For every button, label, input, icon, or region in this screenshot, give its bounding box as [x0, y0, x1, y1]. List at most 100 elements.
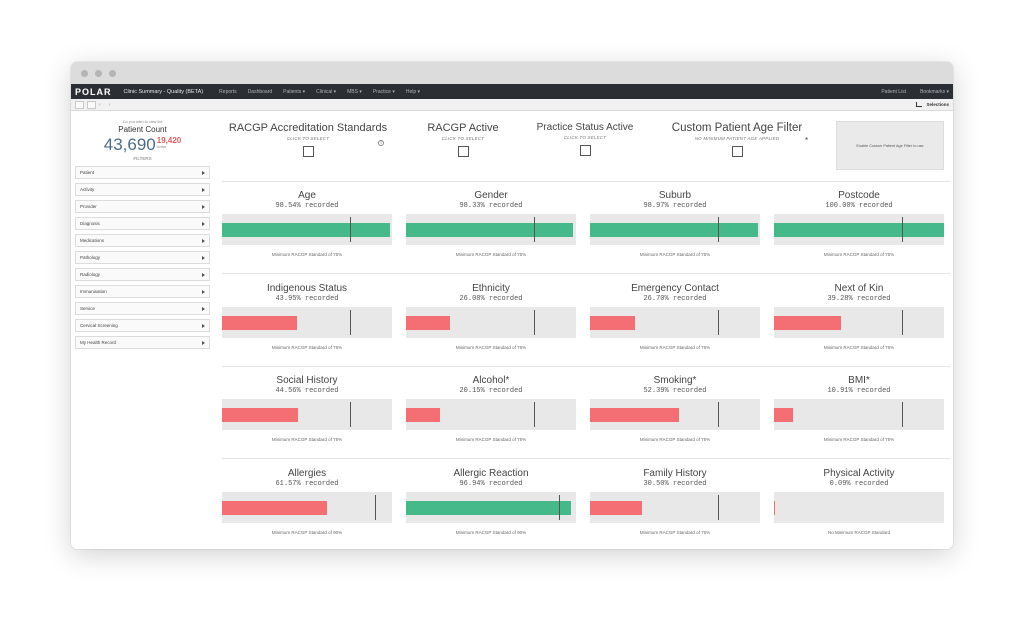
chevron-right-icon: [202, 255, 205, 260]
filter-item-my-health-record[interactable]: My Health Record: [75, 336, 210, 349]
filter-racgp-accreditation: RACGP Accreditation Standards CLICK TO S…: [222, 122, 394, 157]
filter-item-cervical-screening[interactable]: Cervical Screening: [75, 319, 210, 332]
filter-item-label: Pathology: [80, 255, 101, 260]
standard-marker: [717, 495, 719, 520]
nav-help[interactable]: Help ▾: [405, 88, 421, 95]
metric-suburb[interactable]: Suburb 98.97% recorded Minimum RACGP Stand…: [590, 190, 760, 257]
metric-standard-label: Minimum RACGP Standard of 75%: [823, 252, 895, 257]
selection-toolbar: ‹ › Selections: [71, 99, 953, 111]
filter-list: Patient Activity Provider Diagnosis Medicati…: [75, 166, 210, 349]
clear-selections-icon[interactable]: [87, 100, 96, 109]
standard-marker: [901, 402, 903, 427]
metric-allergies[interactable]: Allergies 61.57% recorded Minimum RACGP St…: [222, 468, 392, 535]
metric-indigenous-status[interactable]: Indigenous Status 43.95% recorded Minimum …: [222, 283, 392, 350]
window-minimize-dot[interactable]: [95, 69, 102, 77]
nav-patient-list[interactable]: Patient List: [881, 88, 907, 95]
app-title: Clinic Summary - Quality (BETA): [123, 88, 204, 95]
metric-family-history[interactable]: Family History 30.50% recorded Minimum RAC…: [590, 468, 760, 535]
nav-reports[interactable]: Reports: [219, 88, 237, 95]
metric-bar-fill: [590, 223, 759, 237]
filter-subtitle: CLICK TO SELECT: [441, 136, 485, 141]
metric-percent: 98.97% recorded: [643, 202, 707, 210]
metric-alcohol[interactable]: Alcohol* 20.15% recorded Minimum RACGP Sta…: [406, 375, 576, 442]
polar-logo[interactable]: POLAR: [75, 87, 112, 97]
filter-item-pathology[interactable]: Pathology: [75, 251, 210, 264]
chevron-right-icon: [202, 289, 205, 294]
metric-standard-label: Minimum RACGP Standard of 75%: [271, 345, 343, 350]
filter-item-service[interactable]: Service: [75, 302, 210, 315]
info-icon[interactable]: i: [378, 140, 384, 146]
metric-bar-fill: [222, 501, 327, 515]
practice-status-checkbox[interactable]: [579, 145, 591, 156]
nav-clinical[interactable]: Clinical ▾: [316, 88, 337, 95]
metric-bar-track: [222, 307, 392, 338]
nav-dashboard[interactable]: Dashboard: [247, 88, 273, 95]
metric-social-history[interactable]: Social History 44.56% recorded Minimum RAC…: [222, 375, 392, 442]
filter-item-provider[interactable]: Provider: [75, 200, 210, 213]
filter-item-label: Service: [80, 306, 96, 311]
metric-gender[interactable]: Gender 98.33% recorded Minimum RACGP Stand…: [406, 190, 576, 257]
metric-bar-track: [222, 214, 392, 245]
smart-search-icon[interactable]: [75, 100, 84, 109]
filter-item-diagnosis[interactable]: Diagnosis: [75, 217, 210, 230]
metric-postcode[interactable]: Postcode 100.00% recorded Minimum RACGP St…: [774, 190, 944, 257]
metric-emergency-contact[interactable]: Emergency Contact 26.70% recorded Minimum …: [590, 283, 760, 350]
metric-standard-label: Minimum RACGP Standard of 75%: [455, 345, 527, 350]
metric-smoking[interactable]: Smoking* 52.39% recorded Minimum RACGP Sta…: [590, 375, 760, 442]
metric-bmi[interactable]: BMI* 10.91% recorded Minimum RACGP Standar…: [774, 375, 944, 442]
metric-bar-track: [774, 214, 944, 245]
filter-item-medications[interactable]: Medications: [75, 234, 210, 247]
metric-percent: 100.00% recorded: [825, 202, 893, 210]
metric-percent: 61.57% recorded: [275, 480, 339, 488]
standard-marker: [349, 310, 351, 335]
metric-age[interactable]: Age 98.54% recorded Minimum RACGP Standard…: [222, 190, 392, 257]
standard-marker: [375, 495, 376, 520]
standard-marker: [533, 402, 535, 427]
selections-button[interactable]: Selections: [916, 102, 949, 107]
window-zoom-dot[interactable]: [109, 69, 116, 77]
filter-item-activity[interactable]: Activity: [75, 183, 210, 196]
racgp-active-checkbox[interactable]: [457, 146, 469, 157]
metric-next-of-kin[interactable]: Next of Kin 39.28% recorded Minimum RACGP …: [774, 283, 944, 350]
nav-patients[interactable]: Patients ▾: [283, 88, 306, 95]
custom-age-checkbox[interactable]: [731, 146, 743, 157]
selections-label: Selections: [926, 102, 949, 107]
logo-text: POLAR: [75, 86, 112, 97]
filter-item-patient[interactable]: Patient: [75, 166, 210, 179]
filter-subtitle: NO MINIMUM PATIENT AGE APPLIED: [694, 136, 780, 141]
custom-age-input-placeholder: Enable Custom Patient Age Filter to use: [836, 121, 944, 170]
patient-count-kpi[interactable]: 43,690 19,420 Active: [75, 136, 210, 153]
filter-item-label: Provider: [80, 204, 97, 209]
filter-item-label: Cervical Screening: [80, 323, 118, 328]
nav-bookmarks[interactable]: Bookmarks ▾: [920, 88, 949, 95]
step-forward-icon[interactable]: ›: [108, 101, 111, 108]
nav-mbs[interactable]: MBS ▾: [347, 88, 362, 95]
racgp-accreditation-checkbox[interactable]: [302, 146, 314, 157]
metric-bar-fill: [222, 408, 298, 422]
metric-standard-label: Minimum RACGP Standard of 75%: [639, 437, 711, 442]
metric-bar-track: [774, 492, 944, 523]
nav-practice[interactable]: Practice ▾: [372, 88, 395, 95]
metric-bar-fill: [774, 316, 841, 330]
filter-item-label: Activity: [80, 187, 95, 192]
metric-percent: 96.94% recorded: [459, 480, 523, 488]
filter-item-label: Patient: [80, 170, 95, 175]
metric-percent: 52.39% recorded: [643, 387, 707, 395]
filter-item-label: Radiology: [80, 272, 101, 277]
step-back-icon[interactable]: ‹: [99, 101, 101, 108]
metric-bar-track: [774, 399, 944, 430]
filter-item-immunisation[interactable]: Immunisation: [75, 285, 210, 298]
metric-physical-activity[interactable]: Physical Activity 0.09% recorded No Minimu…: [774, 468, 944, 535]
window-close-dot[interactable]: [81, 69, 88, 77]
metric-allergic-reaction[interactable]: Allergic Reaction 96.94% recorded Minimum …: [406, 468, 576, 535]
active-count-label: Active: [156, 145, 167, 149]
metric-bar-track: [774, 307, 944, 338]
filters-label: FILTERS: [133, 156, 152, 161]
selections-icon: [916, 102, 923, 107]
metric-bar-fill: [774, 408, 793, 422]
filter-item-radiology[interactable]: Radiology: [75, 268, 210, 281]
metric-title: Family History: [643, 468, 707, 479]
metric-ethnicity[interactable]: Ethnicity 26.08% recorded Minimum RACGP St…: [406, 283, 576, 350]
metric-bar-fill: [590, 501, 642, 515]
filter-item-label: Medications: [80, 238, 105, 243]
